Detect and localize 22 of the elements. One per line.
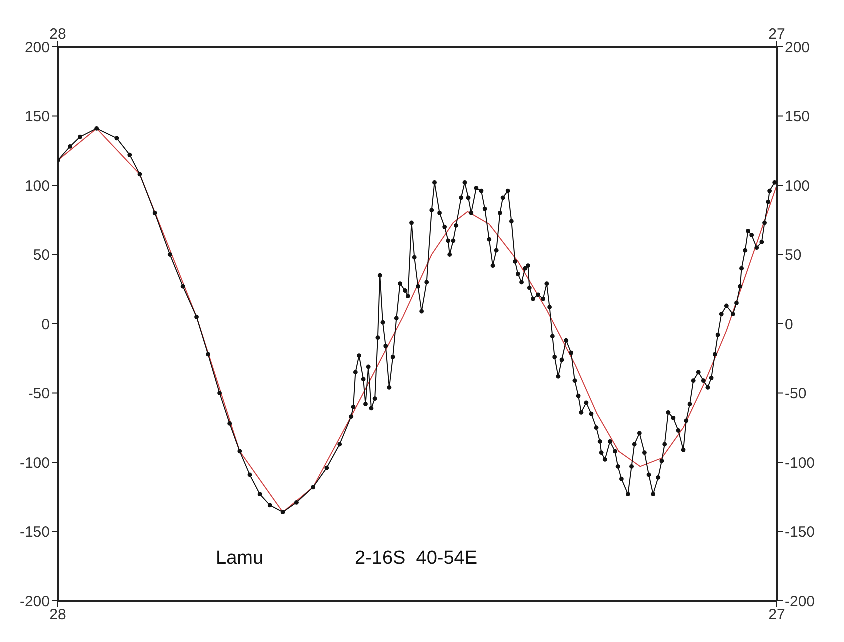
y2-tick-label: -50 <box>785 386 807 403</box>
y-tick-label: -150 <box>20 524 50 542</box>
x2-tick-label: 28 <box>50 606 66 624</box>
y2-tick-label: 150 <box>785 108 810 126</box>
y-tick-label: 50 <box>33 247 50 264</box>
y2-tick-label: -100 <box>785 454 816 472</box>
annotation: 2-16S 40-54E <box>355 548 478 570</box>
y2-tick-label: 0 <box>785 316 794 334</box>
y2-tick-label: 200 <box>785 39 810 56</box>
y-tick-label: -50 <box>28 386 50 403</box>
y-tick-label: 200 <box>24 39 50 56</box>
y2-tick-label: 100 <box>785 178 810 195</box>
y-tick-label: 0 <box>42 316 50 334</box>
y-tick-label: -200 <box>20 593 50 610</box>
y2-tick-label: -200 <box>785 593 816 610</box>
y-tick-label: 150 <box>24 108 50 126</box>
y2-tick-label: 50 <box>785 247 802 264</box>
x2-tick-label: 27 <box>768 606 786 624</box>
y-tick-label: 100 <box>24 178 50 195</box>
annotation: Lamu <box>216 548 264 570</box>
y-tick-label: -100 <box>20 454 50 472</box>
y2-tick-label: -150 <box>785 524 816 542</box>
